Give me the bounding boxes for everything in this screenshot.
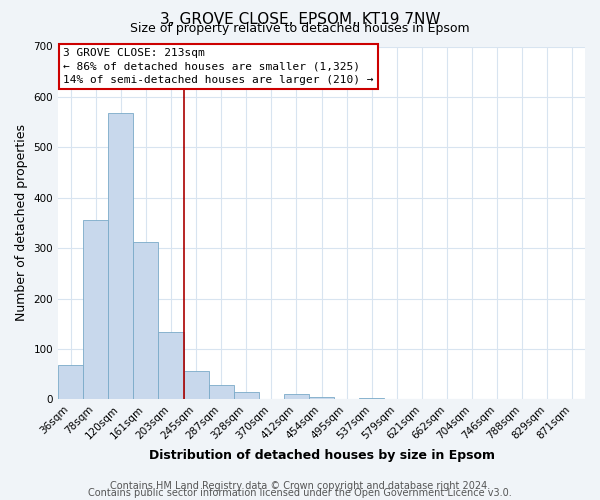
Text: Size of property relative to detached houses in Epsom: Size of property relative to detached ho… (130, 22, 470, 35)
Bar (359, 398, 384, 400)
Bar (209, 386, 233, 400)
Text: Contains HM Land Registry data © Crown copyright and database right 2024.: Contains HM Land Registry data © Crown c… (110, 481, 490, 491)
Bar (83, 220, 108, 400)
Bar (133, 242, 158, 400)
Bar (284, 394, 309, 400)
Bar (158, 332, 184, 400)
Text: Contains public sector information licensed under the Open Government Licence v3: Contains public sector information licen… (88, 488, 512, 498)
Bar (108, 113, 133, 400)
Text: 3, GROVE CLOSE, EPSOM, KT19 7NW: 3, GROVE CLOSE, EPSOM, KT19 7NW (160, 12, 440, 26)
Y-axis label: Number of detached properties: Number of detached properties (15, 124, 28, 322)
X-axis label: Distribution of detached houses by size in Epsom: Distribution of detached houses by size … (149, 450, 494, 462)
Bar (184, 370, 209, 400)
Text: 3 GROVE CLOSE: 213sqm
← 86% of detached houses are smaller (1,325)
14% of semi-d: 3 GROVE CLOSE: 213sqm ← 86% of detached … (64, 48, 374, 84)
Bar (233, 392, 259, 400)
Bar (58, 365, 83, 400)
Bar (309, 397, 334, 400)
